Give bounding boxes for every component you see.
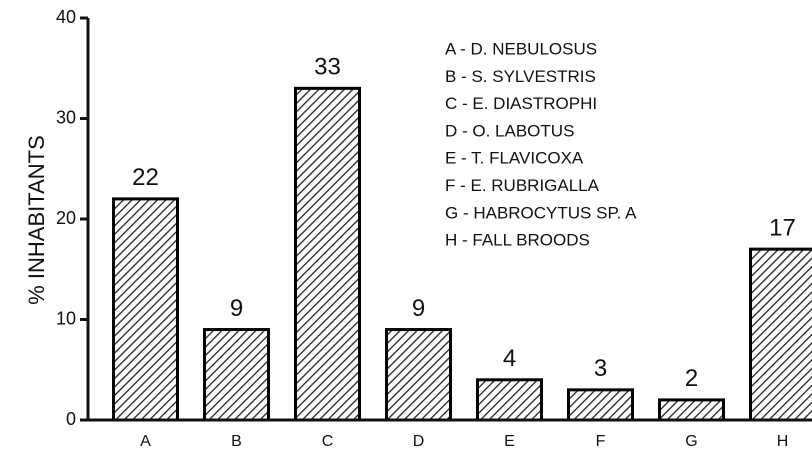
legend-entry: E - T. FLAVICOXA (445, 149, 584, 168)
y-axis-label: % INHABITANTS (24, 135, 49, 305)
y-tick-label: 30 (56, 107, 76, 127)
data-label: 33 (314, 54, 341, 81)
bar (294, 86, 361, 422)
legend-entry: B - S. SYLVESTRIS (445, 67, 596, 86)
data-label: 2 (685, 365, 698, 392)
bar (658, 398, 725, 422)
x-tick-label: B (231, 433, 242, 450)
legend-entry: F - E. RUBRIGALLA (445, 176, 600, 195)
bar (203, 328, 270, 422)
y-tick-label: 20 (56, 208, 76, 228)
data-label: 3 (594, 355, 607, 382)
x-tick-label: G (685, 433, 697, 450)
data-label: 9 (412, 295, 425, 322)
bar (112, 197, 179, 422)
legend-entry: D - O. LABOTUS (445, 121, 574, 140)
data-label: 9 (230, 295, 243, 322)
legend-entry: G - HABROCYTUS SP. A (445, 203, 637, 222)
data-label: 17 (769, 214, 796, 241)
y-tick-label: 40 (56, 7, 76, 27)
bar (476, 378, 543, 422)
x-tick-label: C (322, 433, 334, 450)
x-tick-label: A (140, 433, 151, 450)
legend-entry: A - D. NEBULOSUS (445, 39, 597, 58)
y-tick-label: 10 (56, 308, 76, 328)
bar (749, 247, 812, 422)
bar (385, 328, 452, 422)
data-label: 22 (132, 164, 159, 191)
legend-entry: C - E. DIASTROPHI (445, 94, 597, 113)
data-label: 4 (503, 345, 516, 372)
y-tick-label: 0 (66, 409, 76, 429)
x-tick-label: D (413, 433, 425, 450)
x-tick-label: F (596, 433, 606, 450)
x-tick-label: H (777, 433, 789, 450)
bar (567, 388, 634, 422)
legend-entry: H - FALL BROODS (445, 231, 590, 250)
x-tick-label: E (504, 433, 515, 450)
